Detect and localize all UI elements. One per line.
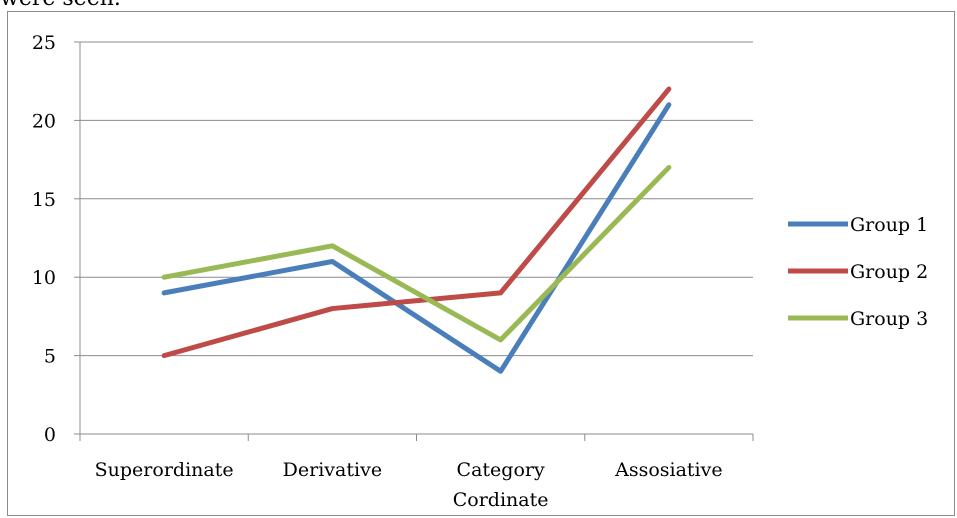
axes: [74, 41, 754, 441]
y-tick-label: 15: [32, 189, 56, 211]
line-chart: 0 5 10 15 20 25 Superordinate Derivative Catego…: [32, 32, 928, 511]
x-tick-label: Assosiative: [614, 459, 723, 481]
gridlines: [80, 41, 753, 357]
x-tick-label: Superordinate: [95, 459, 234, 481]
x-tick-label: Derivative: [283, 459, 382, 481]
y-tick-label: 10: [32, 267, 56, 289]
y-tick-label: 0: [44, 424, 56, 446]
legend-label: Group 1: [850, 214, 928, 236]
series-line-group-2: [161, 86, 672, 359]
y-tick-label: 5: [44, 346, 56, 368]
legend-label: Group 2: [850, 261, 928, 283]
legend: Group 1 Group 2 Group 3: [788, 214, 928, 330]
x-tick-label: Category Cordinate: [453, 459, 549, 511]
y-tick-labels: 0 5 10 15 20 25: [32, 32, 56, 446]
series-line-group-1: [161, 102, 672, 374]
y-tick-label: 20: [32, 110, 56, 132]
chart-frame: 0 5 10 15 20 25 Superordinate Derivative Catego…: [7, 11, 955, 516]
x-tick-labels: Superordinate Derivative Category Cordinate…: [95, 459, 723, 511]
series-line-group-3: [161, 164, 672, 343]
legend-label: Group 3: [850, 308, 928, 330]
y-tick-label: 25: [32, 32, 56, 54]
caption-fragment: were seen.: [0, 0, 121, 11]
series-lines: [161, 86, 672, 374]
